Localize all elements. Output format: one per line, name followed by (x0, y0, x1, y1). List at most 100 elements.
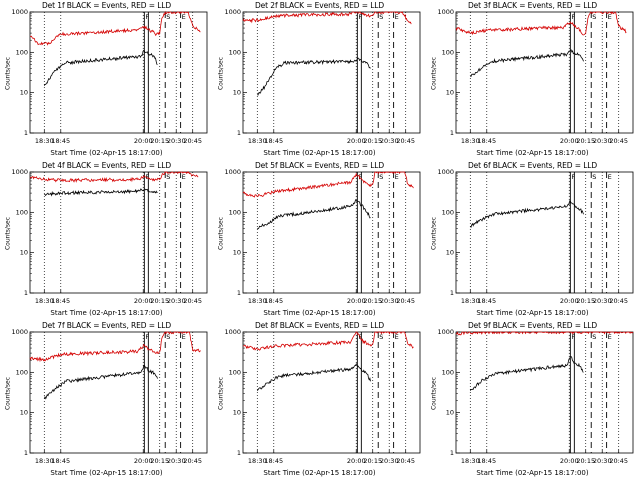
chart-panel: 18:30 18:45 20:00 20:15 20:30 20:45 1 10 100 1000… (213, 320, 426, 480)
x-tick-label: 18:30 (35, 137, 54, 145)
y-tick-label: 1 (24, 289, 28, 297)
marker-label: S (592, 173, 596, 181)
x-tick-label: 18:45 (477, 137, 496, 145)
marker-label: F (571, 333, 575, 341)
x-tick-label: 20:00 (134, 457, 153, 465)
series-line-lld (29, 331, 201, 363)
marker-label: E (395, 173, 399, 181)
marker-label: E (395, 13, 399, 21)
series-line-events (43, 49, 158, 86)
x-tick-label: 20:45 (609, 137, 628, 145)
plot-frame (455, 171, 634, 294)
plot-frame (29, 171, 208, 294)
y-tick-label: 100 (16, 208, 28, 216)
x-tick-label: 20:30 (593, 297, 612, 305)
chart-panel: 18:30 18:45 20:00 20:15 20:30 20:45 1 10 100 1000… (426, 0, 639, 160)
marker-label: S (379, 333, 383, 341)
chart-panel: 18:30 18:45 20:00 20:15 20:30 20:45 1 10 100 1000… (213, 0, 426, 160)
marker-label: E (608, 13, 612, 21)
x-tick-label: 18:30 (461, 297, 480, 305)
y-tick-label: 100 (229, 208, 241, 216)
x-tick-label: 20:00 (347, 137, 366, 145)
x-tick-label: 18:30 (35, 457, 54, 465)
x-tick-label: 18:30 (35, 297, 54, 305)
y-axis-label: Counts/sec (430, 56, 438, 91)
chart-panel: 18:30 18:45 20:00 20:15 20:30 20:45 1 10 100 1000… (0, 320, 213, 480)
x-tick-label: 20:15 (150, 137, 169, 145)
y-tick-label: 100 (442, 48, 454, 56)
x-tick-label: 18:30 (461, 137, 480, 145)
chart-title: Det 5f BLACK = Events, RED = LLD (254, 161, 385, 170)
x-axis-label: Start Time (02-Apr-15 18:17:00) (476, 469, 589, 477)
marker-label: E (182, 173, 186, 181)
x-tick-label: 18:45 (51, 457, 70, 465)
x-tick-label: 20:45 (183, 137, 202, 145)
series-line-events (44, 188, 158, 197)
marker-label: S (592, 333, 596, 341)
x-axis-label: Start Time (02-Apr-15 18:17:00) (476, 149, 589, 157)
x-tick-label: 20:15 (363, 137, 382, 145)
chart-title: Det 7f BLACK = Events, RED = LLD (41, 321, 172, 330)
x-tick-label: 20:00 (560, 457, 579, 465)
x-tick-label: 20:00 (560, 297, 579, 305)
x-tick-label: 18:45 (264, 297, 283, 305)
chart-panel: 18:30 18:45 20:00 20:15 20:30 20:45 1 10 100 1000… (426, 320, 639, 480)
x-tick-label: 20:30 (380, 137, 399, 145)
x-tick-label: 18:30 (461, 457, 480, 465)
chart-title: Det 9f BLACK = Events, RED = LLD (467, 321, 598, 330)
x-tick-label: 18:30 (248, 297, 267, 305)
y-tick-label: 10 (233, 409, 241, 417)
y-tick-label: 1000 (437, 8, 454, 16)
plot-frame (242, 331, 421, 454)
chart-panel: 18:30 18:45 20:00 20:15 20:30 20:45 1 10 100 1000… (213, 160, 426, 320)
marker-label: F (145, 173, 149, 181)
x-tick-label: 18:45 (264, 457, 283, 465)
series-line-lld (29, 171, 199, 183)
y-tick-label: 10 (20, 409, 28, 417)
x-axis-label: Start Time (02-Apr-15 18:17:00) (263, 309, 376, 317)
x-axis-label: Start Time (02-Apr-15 18:17:00) (50, 469, 163, 477)
y-tick-label: 10 (20, 89, 28, 97)
y-tick-label: 10 (446, 249, 454, 257)
y-tick-label: 100 (16, 368, 28, 376)
y-axis-label: Counts/sec (4, 56, 12, 91)
series-line-lld (455, 331, 634, 336)
y-axis-label: Counts/sec (4, 376, 12, 411)
chart-title: Det 8f BLACK = Events, RED = LLD (254, 321, 385, 330)
series-line-lld (242, 11, 412, 25)
series-line-events (43, 364, 158, 400)
x-tick-label: 20:30 (380, 457, 399, 465)
series-line-events (469, 355, 584, 391)
x-tick-label: 18:45 (264, 137, 283, 145)
y-tick-label: 1 (450, 289, 454, 297)
x-tick-label: 20:30 (167, 457, 186, 465)
y-tick-label: 1 (24, 129, 28, 137)
y-tick-label: 1000 (437, 328, 454, 336)
x-tick-label: 20:00 (560, 137, 579, 145)
y-tick-label: 1000 (11, 168, 28, 176)
y-tick-label: 1 (237, 129, 241, 137)
x-tick-label: 20:30 (593, 457, 612, 465)
series-line-events (257, 199, 371, 230)
marker-label: S (166, 13, 170, 21)
chart-title: Det 1f BLACK = Events, RED = LLD (41, 1, 172, 10)
y-tick-label: 100 (229, 368, 241, 376)
x-tick-label: 20:00 (347, 297, 366, 305)
y-axis-label: Counts/sec (217, 376, 225, 411)
series-line-events (470, 49, 584, 77)
marker-label: S (379, 173, 383, 181)
marker-label: F (571, 173, 575, 181)
y-tick-label: 1 (237, 289, 241, 297)
plot-frame (242, 171, 421, 294)
x-tick-label: 18:45 (51, 297, 70, 305)
y-tick-label: 10 (446, 89, 454, 97)
plot-frame (242, 11, 421, 134)
marker-label: E (182, 333, 186, 341)
x-tick-label: 20:30 (380, 297, 399, 305)
y-tick-label: 1000 (224, 328, 241, 336)
series-line-lld (242, 171, 414, 198)
y-axis-label: Counts/sec (217, 216, 225, 251)
x-tick-label: 20:45 (609, 297, 628, 305)
